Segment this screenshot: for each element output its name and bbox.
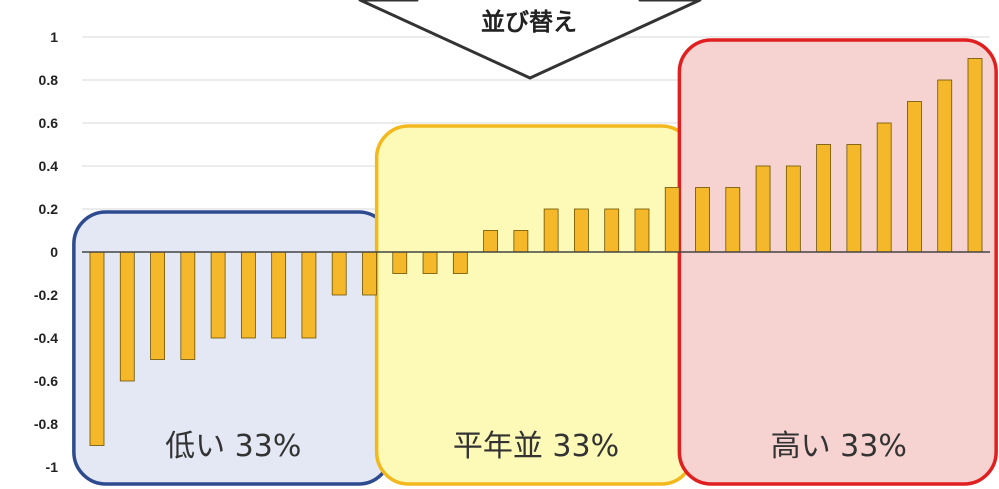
bar xyxy=(513,230,529,253)
group-label-2: 平年並 33% xyxy=(453,429,619,464)
bar xyxy=(392,251,408,274)
y-tick-label: 0.4 xyxy=(39,158,59,174)
bar xyxy=(816,144,832,253)
bar xyxy=(271,251,287,339)
bar xyxy=(180,251,196,360)
bars xyxy=(89,58,983,446)
bar xyxy=(967,58,983,253)
y-tick-label: 0.2 xyxy=(39,201,59,217)
group-labels: 低い 33% 平年並 33% 高い 33% xyxy=(165,429,907,464)
bar xyxy=(755,165,771,253)
bar xyxy=(210,251,226,339)
y-tick-labels: 1 0.8 0.6 0.4 0.2 0 -0.2 -0.4 -0.6 -0.8 -1 xyxy=(34,29,58,475)
y-tick-label: 0.6 xyxy=(39,115,59,131)
y-tick-label: -0.2 xyxy=(34,287,58,303)
bar xyxy=(452,251,468,274)
bar xyxy=(937,79,953,253)
bar xyxy=(483,230,498,253)
sort-banner: 並び替え xyxy=(358,0,702,80)
y-tick-label: 0 xyxy=(50,244,58,260)
bar xyxy=(725,187,741,253)
bar xyxy=(119,251,135,382)
bar xyxy=(846,144,862,253)
group-label-1: 低い 33% xyxy=(165,429,301,464)
group-label-3: 高い 33% xyxy=(771,429,907,464)
y-tick-label: 0.8 xyxy=(39,72,59,88)
y-tick-label: -0.8 xyxy=(34,416,58,432)
y-tick-label: 1 xyxy=(50,29,58,45)
y-tick-label: -0.4 xyxy=(34,330,58,346)
bar xyxy=(362,251,377,296)
bar xyxy=(150,251,165,360)
bar xyxy=(785,165,801,253)
bar xyxy=(876,122,892,253)
bar xyxy=(422,251,438,274)
y-tick-label: -0.6 xyxy=(34,373,58,389)
bar xyxy=(89,251,105,446)
banner-label: 並び替え xyxy=(481,8,577,36)
y-tick-label: -1 xyxy=(46,459,59,475)
bar xyxy=(574,208,589,253)
bar xyxy=(695,187,710,253)
bar xyxy=(634,208,650,253)
bar xyxy=(240,251,256,339)
bar xyxy=(664,187,680,253)
bar xyxy=(907,101,922,253)
bar xyxy=(301,251,317,339)
bar xyxy=(543,208,559,253)
bar xyxy=(604,208,620,253)
bar xyxy=(331,251,347,296)
banner-arrow-shape xyxy=(358,0,702,80)
